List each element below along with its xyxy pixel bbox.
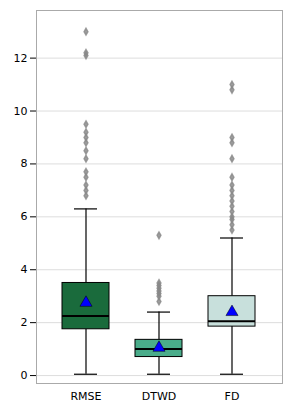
svg-text:12: 12 [14, 52, 28, 65]
svg-text:DTWD: DTWD [142, 390, 177, 403]
svg-text:4: 4 [21, 263, 28, 276]
svg-text:RMSE: RMSE [70, 390, 101, 403]
svg-text:2: 2 [21, 316, 28, 329]
svg-text:8: 8 [21, 157, 28, 170]
svg-text:10: 10 [14, 105, 28, 118]
svg-text:FD: FD [225, 390, 240, 403]
svg-text:6: 6 [21, 210, 28, 223]
svg-text:0: 0 [21, 369, 28, 382]
